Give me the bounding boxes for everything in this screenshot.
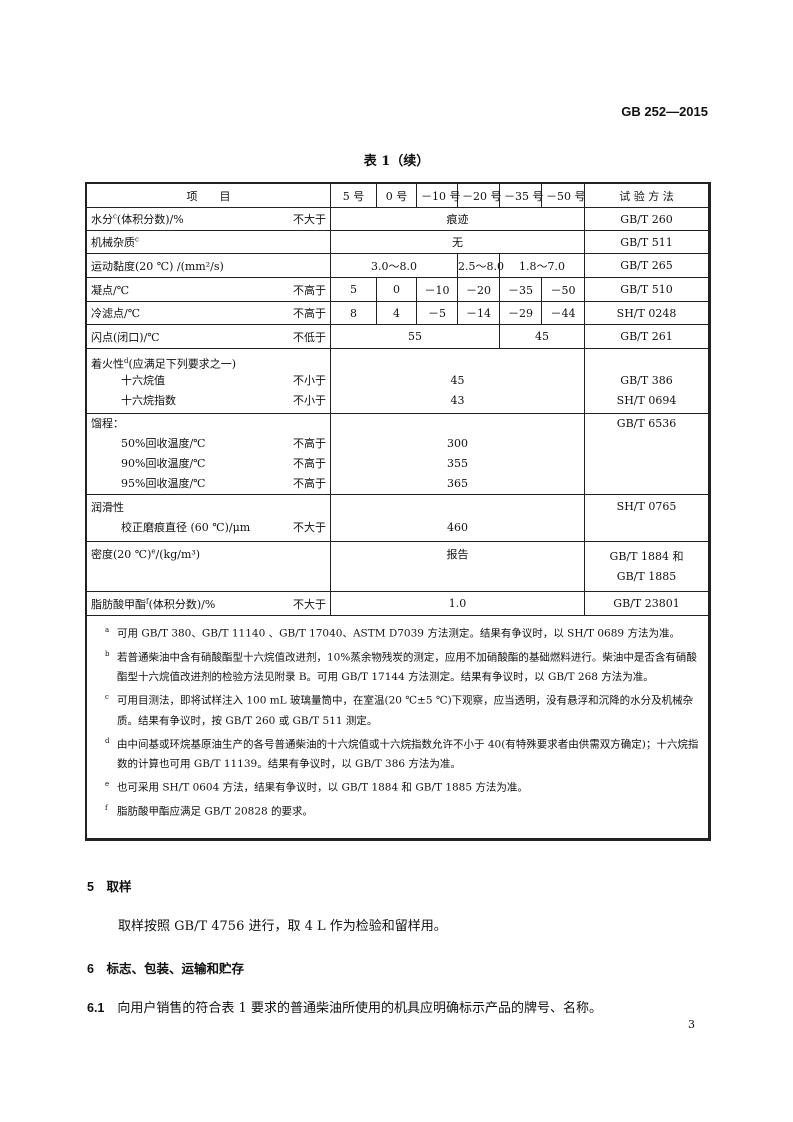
section-6-1-text: 6.1 向用户销售的符合表 1 要求的普通柴油所使用的机具应明确标示产品的牌号、… <box>87 1001 602 1016</box>
row-value: 无 <box>330 230 585 254</box>
row-value: 0 <box>376 277 417 302</box>
table-header-row: 项 目 5 号 0 号 －10 号 －20 号 －35 号 －50 号 试 验 … <box>86 183 709 208</box>
row-value: 8 <box>330 301 377 325</box>
row-value: 300 355 365 <box>330 413 585 495</box>
table-row: 水分c(体积分数)/% 不大于 痕迹 GB/T 260 <box>86 207 709 231</box>
row-value: 55 <box>330 324 500 349</box>
row-value: －10 <box>416 277 458 302</box>
page-number: 3 <box>688 1018 695 1031</box>
table-row: 运动黏度(20 ℃) /(mm²/s) 3.0～8.0 2.5～8.0 1.8～… <box>86 253 709 278</box>
row-method: GB/T 510 <box>584 277 709 302</box>
table-title: 表 1（续） <box>363 154 430 169</box>
row-value: －14 <box>457 301 500 325</box>
row-value: 痕迹 <box>330 207 585 231</box>
row-value: 460 <box>330 494 585 542</box>
table-row: 冷滤点/℃ 不高于 8 4 －5 －14 －29 －44 SH/T 0248 <box>86 301 709 325</box>
section-5-text: 取样按照 GB/T 4756 进行，取 4 L 作为检验和留样用。 <box>118 919 447 934</box>
row-label: 凝点/℃ 不高于 <box>86 277 331 302</box>
header-method: 试 验 方 法 <box>584 183 709 208</box>
table-row: 闪点(闭口)/℃ 不低于 55 45 GB/T 261 <box>86 324 709 349</box>
row-value: －50 <box>541 277 585 302</box>
row-label: 润滑性 校正磨痕直径 (60 ℃)/μm 不大于 <box>86 494 331 542</box>
header-grade: －50 号 <box>541 183 586 208</box>
row-method: GB/T 265 <box>584 253 709 278</box>
row-value: 报告 <box>330 541 585 592</box>
row-label: 馏程： 50%回收温度/℃ 不高于 90%回收温度/℃ 不高于 95%回收温度/℃ 不… <box>86 413 331 495</box>
header-grade: －20 号 <box>457 183 502 208</box>
footnote: c 可用目测法，即将试样注入 100 mL 玻璃量筒中，在室温(20 ℃±5 ℃)… <box>105 693 694 727</box>
row-label: 运动黏度(20 ℃) /(mm²/s) <box>86 253 331 278</box>
row-label: 闪点(闭口)/℃ 不低于 <box>86 324 331 349</box>
footnote: e 也可采用 SH/T 0604 方法，结果有争议时，以 GB/T 1884 和 … <box>105 780 528 794</box>
row-value: －29 <box>499 301 542 325</box>
row-method: GB/T 1884 和 GB/T 1885 <box>584 541 709 592</box>
row-value: －44 <box>541 301 585 325</box>
row-value: 45 <box>499 324 585 349</box>
row-label: 水分c(体积分数)/% 不大于 <box>86 207 331 231</box>
table-row: 脂肪酸甲酯f(体积分数)/% 不大于 1.0 GB/T 23801 <box>86 591 709 616</box>
row-value: 45 43 <box>330 348 585 414</box>
row-label: 机械杂质c <box>86 230 331 254</box>
header-item: 项 目 <box>86 183 331 208</box>
row-label: 着火性d(应满足下列要求之一) 十六烷值 不小于 十六烷指数 不小于 <box>86 348 331 414</box>
row-value: 4 <box>376 301 417 325</box>
table-footnotes: a 可用 GB/T 380、GB/T 11140 、GB/T 17040、ASTM… <box>105 620 705 821</box>
table-row: 着火性d(应满足下列要求之一) 十六烷值 不小于 十六烷指数 不小于 45 43 GB… <box>86 348 709 414</box>
standard-number: GB 252—2015 <box>621 104 708 119</box>
footnote: b 若普通柴油中含有硝酸酯型十六烷值改进剂，10%蒸余物残炭的测定，应用不加硝酸酯… <box>105 649 697 684</box>
section-6-heading: 6 标志、包装、运输和贮存 <box>87 962 244 976</box>
header-grade: 5 号 <box>330 183 377 208</box>
footnote: f 脂肪酸甲酯应满足 GB/T 20828 的要求。 <box>105 803 314 818</box>
row-value: 3.0～8.0 <box>330 253 458 278</box>
row-label: 脂肪酸甲酯f(体积分数)/% 不大于 <box>86 591 331 616</box>
header-grade: 0 号 <box>376 183 417 208</box>
row-label: 冷滤点/℃ 不高于 <box>86 301 331 325</box>
row-method: GB/T 261 <box>584 324 709 349</box>
row-method: SH/T 0765 <box>584 494 709 542</box>
spec-table: 项 目 5 号 0 号 －10 号 －20 号 －35 号 －50 号 试 验 … <box>86 183 709 839</box>
row-value: －35 <box>499 277 542 302</box>
footnote-row <box>86 615 709 839</box>
row-label: 密度(20 ℃)e/(kg/m³) <box>86 541 331 592</box>
row-value: 1.8～7.0 <box>499 253 585 278</box>
row-method: GB/T 511 <box>584 230 709 254</box>
footnote: a 可用 GB/T 380、GB/T 11140 、GB/T 17040、ASTM… <box>105 626 680 640</box>
header-grade: －10 号 <box>416 183 461 208</box>
table-row: 润滑性 校正磨痕直径 (60 ℃)/μm 不大于 460 SH/T 0765 <box>86 494 709 542</box>
table-row: 密度(20 ℃)e/(kg/m³) 报告 GB/T 1884 和 GB/T 188… <box>86 541 709 592</box>
row-value: －5 <box>416 301 458 325</box>
table-row: 馏程： 50%回收温度/℃ 不高于 90%回收温度/℃ 不高于 95%回收温度/℃ 不… <box>86 413 709 495</box>
section-5-heading: 5 取样 <box>87 880 132 894</box>
row-value: 5 <box>330 277 377 302</box>
footnote: d 由中间基或环烷基原油生产的各号普通柴油的十六烷值或十六烷指数允许不小于 40(… <box>105 736 699 771</box>
row-method: SH/T 0248 <box>584 301 709 325</box>
row-value: －20 <box>457 277 500 302</box>
table-row: 凝点/℃ 不高于 5 0 －10 －20 －35 －50 GB/T 510 <box>86 277 709 302</box>
row-value: 2.5～8.0 <box>457 253 504 278</box>
row-method: GB/T 23801 <box>584 591 709 616</box>
table-row: 机械杂质c 无 GB/T 511 <box>86 230 709 254</box>
row-method: GB/T 386 SH/T 0694 <box>584 348 709 414</box>
row-value: 1.0 <box>330 591 585 616</box>
header-grade: －35 号 <box>499 183 544 208</box>
row-method: GB/T 260 <box>584 207 709 231</box>
row-method: GB/T 6536 <box>584 413 709 495</box>
